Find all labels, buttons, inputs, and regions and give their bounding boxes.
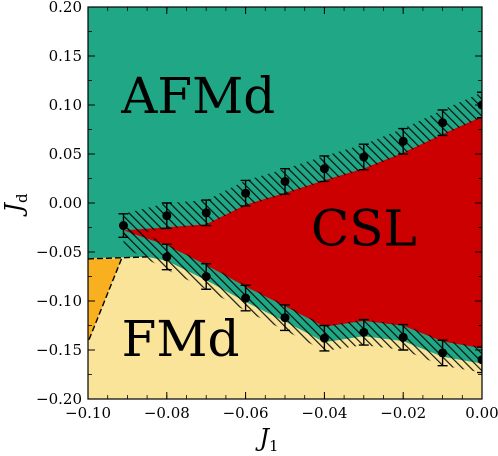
lower-boundary-point <box>437 339 448 367</box>
y-tick-label: 0.20 <box>49 0 82 16</box>
upper-boundary-point <box>118 213 129 238</box>
lower-boundary-point <box>477 346 482 374</box>
y-tick-label: 0.10 <box>49 96 82 114</box>
lower-boundary-point <box>358 318 369 346</box>
upper-boundary-marker <box>398 136 408 146</box>
lower-boundary-marker <box>438 348 448 358</box>
lower-boundary-marker <box>201 272 211 281</box>
lower-boundary-marker <box>162 252 172 262</box>
lower-boundary-marker <box>359 327 369 337</box>
y-tick-label: 0.15 <box>49 47 82 65</box>
lower-boundary-marker <box>280 313 290 323</box>
upper-boundary-marker <box>359 152 369 162</box>
lower-hatch-band <box>123 223 482 373</box>
upper-boundary-point <box>358 143 369 171</box>
upper-boundary-marker <box>319 164 329 174</box>
x-axis-label-sub: 1 <box>269 437 279 455</box>
upper-boundary-marker <box>438 118 448 128</box>
x-axis-label: J1 <box>254 424 278 455</box>
upper-boundary-marker <box>118 221 128 231</box>
upper-boundary-point <box>201 199 212 227</box>
upper-boundary-marker <box>162 211 172 221</box>
region-label-fmd: FMd <box>122 310 240 368</box>
afmd-fmd-boundary <box>88 256 148 260</box>
lower-boundary-point <box>398 323 409 351</box>
x-tick-label: 0.00 <box>465 404 498 422</box>
y-tick-label: −0.15 <box>36 341 82 359</box>
lower-boundary-point <box>280 304 290 332</box>
upper-boundary-error-bar <box>477 91 482 119</box>
y-axis-label-sub: d <box>13 193 31 203</box>
lower-boundary-point <box>240 284 251 312</box>
y-tick-label: −0.10 <box>36 292 82 310</box>
lower-boundary-marker <box>477 355 482 365</box>
region-label-afmd: AFMd <box>120 67 275 125</box>
upper-boundary-point <box>280 168 290 195</box>
upper-boundary-point <box>398 127 409 155</box>
x-tick-label: −0.08 <box>144 404 190 422</box>
lower-boundary-point <box>319 324 330 352</box>
upper-boundary-point <box>319 155 330 183</box>
y-tick-label: 0.00 <box>49 194 82 212</box>
y-tick-label: −0.05 <box>36 243 82 261</box>
x-tick-label: −0.06 <box>223 404 269 422</box>
lower-boundary-point <box>161 243 172 271</box>
lower-boundary-marker <box>398 332 408 342</box>
x-tick-label: −0.02 <box>380 404 426 422</box>
x-tick-label: −0.10 <box>65 404 111 422</box>
region-label-csl: CSL <box>311 199 417 257</box>
lower-boundary-marker <box>241 293 251 303</box>
y-axis-label: Jd <box>0 193 31 218</box>
orange-boundary <box>88 258 123 343</box>
upper-boundary-point <box>437 109 448 137</box>
upper-hatch-band <box>123 92 482 238</box>
lower-boundary-point <box>201 263 212 290</box>
upper-boundary-marker <box>280 176 290 186</box>
upper-boundary-point <box>161 202 172 230</box>
lower-boundary-marker <box>319 333 329 343</box>
upper-boundary-marker <box>201 208 211 218</box>
lower-boundary-error-bar <box>477 346 482 374</box>
y-tick-label: −0.20 <box>36 390 82 408</box>
upper-boundary-point <box>240 179 251 207</box>
y-tick-label: 0.05 <box>49 145 82 163</box>
upper-boundary-marker <box>241 188 251 198</box>
x-tick-label: −0.04 <box>301 404 347 422</box>
csl-region <box>123 116 482 349</box>
